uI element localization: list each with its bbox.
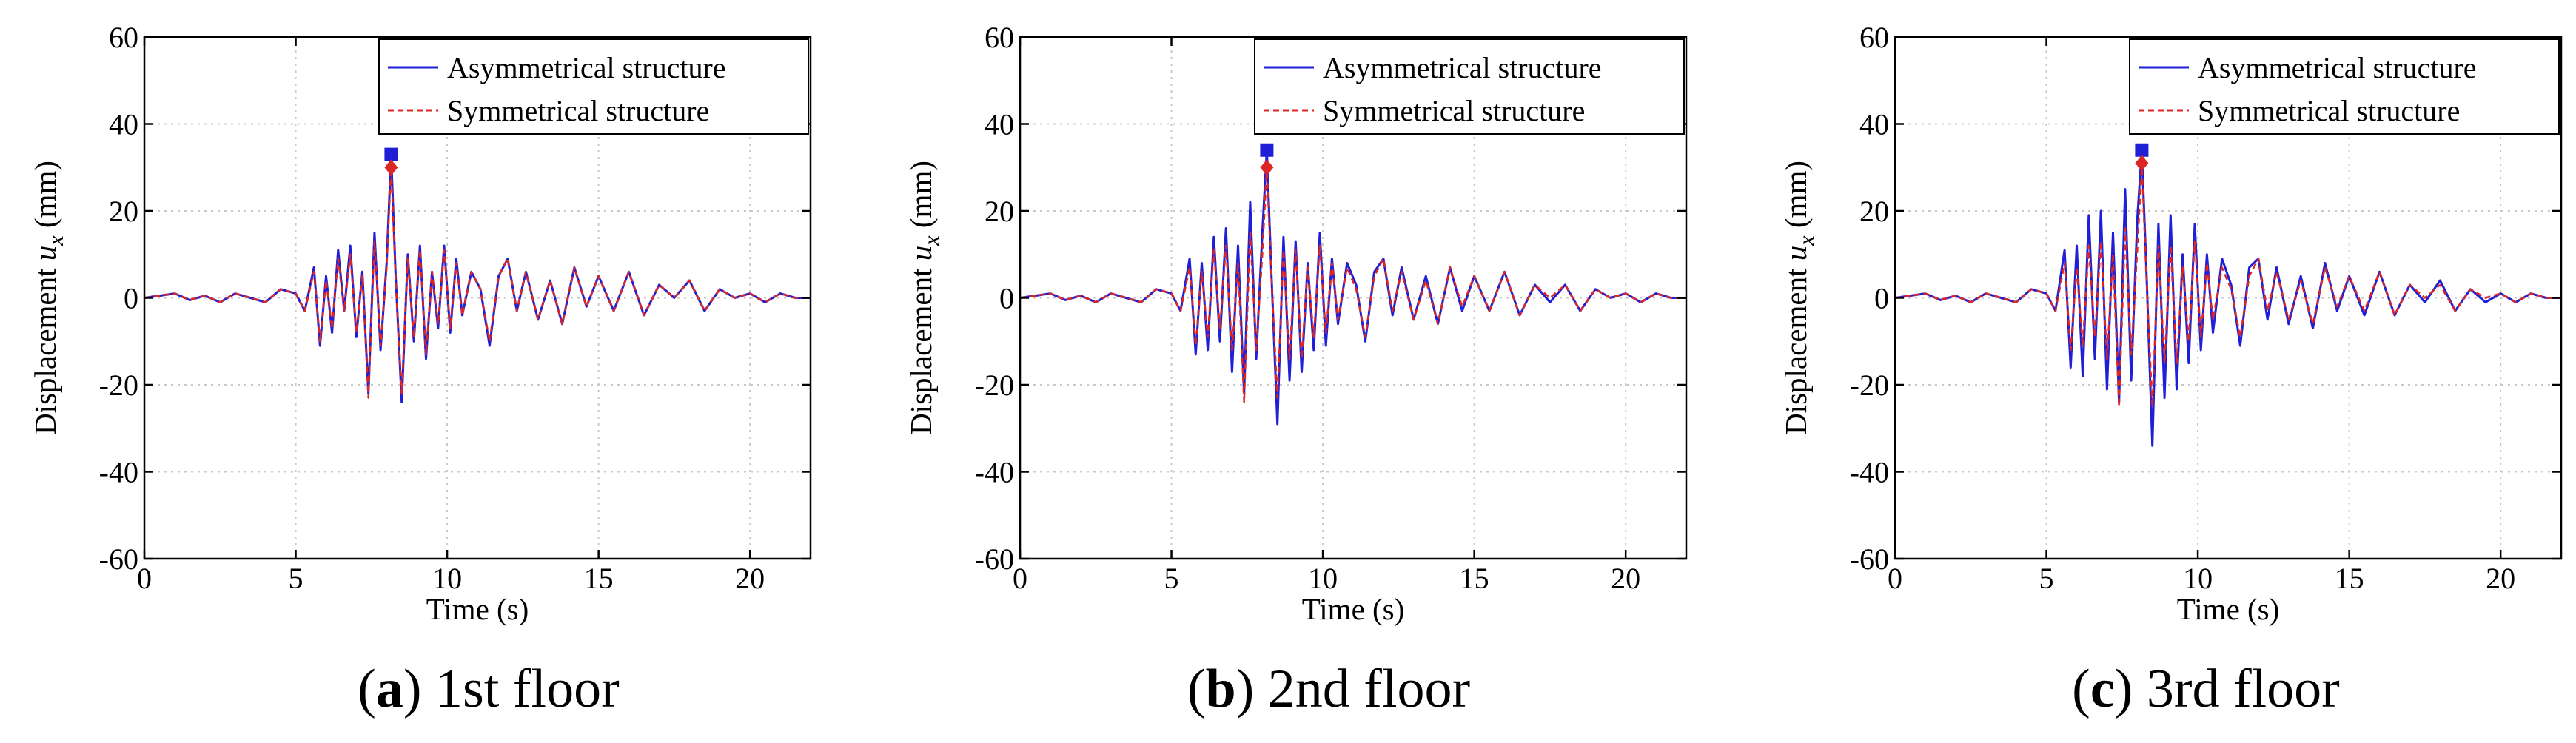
y-axis-title-text: Displacement	[904, 260, 938, 435]
y-axis-title-subscript: x	[44, 235, 68, 246]
chart-panel-2: 0 5 10 15 20 -60 -40 -20 0 20 40 60 Time (s) Displace…	[904, 21, 1688, 626]
y-tick-label: 60	[985, 21, 1014, 54]
y-axis-title-unit: (mm)	[28, 161, 62, 235]
legend-label-symmetrical: Symmetrical structure	[1323, 94, 1585, 127]
caption-letter: a	[376, 659, 403, 719]
legend-label-asymmetrical: Asymmetrical structure	[2198, 51, 2477, 84]
y-axis-title-variable: u	[904, 246, 938, 261]
y-axis-title-unit: (mm)	[1779, 161, 1813, 235]
y-tick-label: -60	[1850, 542, 1889, 576]
legend: Asymmetrical structure Symmetrical struct…	[1254, 38, 1685, 135]
caption-letter: b	[1206, 659, 1236, 719]
peak-marker-asymmetrical	[384, 147, 398, 161]
legend-box	[378, 38, 809, 135]
legend: Asymmetrical structure Symmetrical struct…	[2129, 38, 2560, 135]
y-tick-label: 0	[124, 282, 138, 315]
y-axis-title: Displacement ux (mm)	[1779, 161, 1819, 435]
y-tick-label: -40	[1850, 456, 1889, 489]
peak-marker-asymmetrical	[1260, 143, 1274, 157]
caption-text: ) 1st floor	[403, 659, 620, 719]
x-tick-label: 0	[1013, 562, 1027, 595]
peak-marker-symmetrical	[2135, 155, 2149, 172]
peak-marker-symmetrical	[384, 159, 398, 176]
x-tick-label: 20	[735, 562, 765, 595]
x-axis-title: Time (s)	[1302, 592, 1405, 626]
x-tick-label: 10	[432, 562, 462, 595]
caption-text: ) 2nd floor	[1236, 659, 1471, 719]
legend-label-asymmetrical: Asymmetrical structure	[447, 51, 726, 84]
legend-box	[2129, 38, 2560, 135]
x-tick-label: 0	[1888, 562, 1902, 595]
y-tick-label: 40	[1859, 108, 1889, 141]
x-tick-label: 15	[2335, 562, 2364, 595]
y-tick-label: -40	[975, 456, 1014, 489]
caption-text: ) 3rd floor	[2115, 659, 2340, 719]
caption-open-paren: (	[2072, 659, 2090, 719]
x-tick-label: 20	[2486, 562, 2515, 595]
y-tick-label: 40	[109, 108, 138, 141]
y-tick-label: -20	[975, 369, 1014, 402]
x-tick-label: 10	[1308, 562, 1338, 595]
y-axis-title-variable: u	[28, 246, 62, 261]
caption-open-paren: (	[1187, 659, 1206, 719]
x-tick-label: 15	[584, 562, 614, 595]
y-tick-label: -60	[975, 542, 1014, 576]
x-tick-label: 15	[1460, 562, 1489, 595]
y-tick-label: 40	[985, 108, 1014, 141]
series-line-symmetrical	[1019, 167, 1686, 403]
peak-marker-asymmetrical	[2135, 143, 2149, 157]
y-tick-label: 0	[1874, 282, 1889, 315]
y-tick-label: 0	[999, 282, 1014, 315]
x-axis-title: Time (s)	[2177, 592, 2280, 626]
y-tick-label: -20	[99, 369, 138, 402]
x-tick-label: 5	[289, 562, 303, 595]
y-tick-label: -60	[99, 542, 138, 576]
x-tick-label: 20	[1611, 562, 1640, 595]
y-tick-label: -20	[1850, 369, 1889, 402]
y-axis-title-subscript: x	[1794, 235, 1819, 246]
y-tick-label: -40	[99, 456, 138, 489]
y-axis-title-subscript: x	[919, 235, 944, 246]
x-tick-label: 10	[2183, 562, 2213, 595]
y-tick-label: 20	[985, 195, 1014, 228]
caption-letter: c	[2090, 659, 2115, 719]
x-tick-label: 0	[137, 562, 152, 595]
series-line-symmetrical	[144, 167, 811, 399]
panel-caption-1: (a) 1st floor	[358, 659, 620, 719]
y-axis-title: Displacement ux (mm)	[904, 161, 944, 435]
legend-label-asymmetrical: Asymmetrical structure	[1323, 51, 1602, 84]
legend-label-symmetrical: Symmetrical structure	[2198, 94, 2460, 127]
legend-box	[1254, 38, 1685, 135]
y-tick-label: 20	[109, 195, 138, 228]
y-axis-title-text: Displacement	[28, 260, 62, 435]
legend: Asymmetrical structure Symmetrical struct…	[378, 38, 809, 135]
x-tick-label: 5	[2039, 562, 2054, 595]
x-axis-title: Time (s)	[426, 592, 529, 626]
peak-marker-symmetrical	[1260, 159, 1274, 176]
y-tick-label: 60	[109, 21, 138, 54]
y-tick-label: 20	[1859, 195, 1889, 228]
y-tick-label: 60	[1859, 21, 1889, 54]
y-axis-title-variable: u	[1779, 246, 1813, 261]
panel-caption-2: (b) 2nd floor	[1187, 659, 1470, 719]
panel-caption-3: (c) 3rd floor	[2072, 659, 2340, 719]
legend-label-symmetrical: Symmetrical structure	[447, 94, 709, 127]
caption-open-paren: (	[358, 659, 376, 719]
y-axis-title-unit: (mm)	[904, 161, 938, 235]
y-axis-title: Displacement ux (mm)	[28, 161, 68, 435]
chart-panel-3: 0 5 10 15 20 -60 -40 -20 0 20 40 60 Time (s) Displace…	[1779, 21, 2563, 626]
series-line-symmetrical	[1894, 162, 2561, 408]
x-tick-label: 5	[1164, 562, 1179, 595]
chart-panel-1: 0 5 10 15 20 -60 -40 -20 0 20 40 60 Time (s) Displace…	[28, 21, 812, 626]
y-axis-title-text: Displacement	[1779, 260, 1813, 435]
